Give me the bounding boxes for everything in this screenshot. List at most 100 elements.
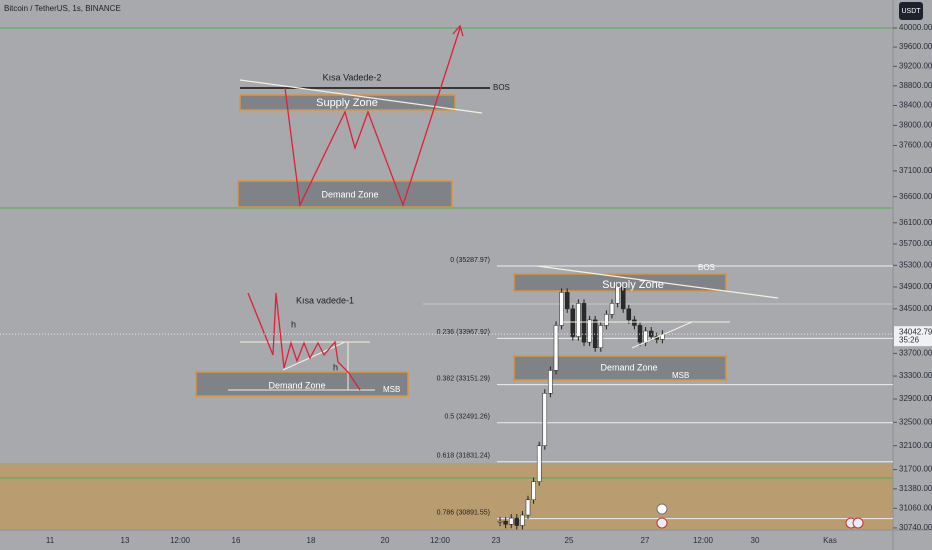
fib-label: 0.5 (32491.26) — [444, 414, 490, 421]
y-tick-label: 39200.00 — [899, 61, 932, 70]
y-tick-label: 33300.00 — [899, 371, 932, 380]
y-tick-label: 33700.00 — [899, 349, 932, 358]
candle — [542, 393, 548, 447]
annotation: Demand Zone — [268, 380, 325, 390]
trend-line — [239, 79, 483, 114]
y-tick-label: 32900.00 — [899, 394, 932, 403]
candle — [548, 370, 553, 394]
countdown: 35:26 — [899, 335, 920, 344]
x-tick-label: 11 — [46, 536, 55, 545]
demand-zone — [195, 371, 409, 397]
x-tick-label: 20 — [381, 536, 390, 545]
x-tick-label: 12:00 — [693, 536, 714, 545]
y-tick-label: 36100.00 — [899, 218, 932, 227]
candle — [587, 319, 592, 343]
annotation: Demand Zone — [600, 362, 657, 372]
candle — [559, 292, 564, 326]
fib-label: 0.382 (33151.29) — [437, 375, 490, 382]
y-tick-label: 36600.00 — [899, 192, 932, 201]
price-label-box — [894, 326, 932, 347]
arrow-head — [452, 24, 464, 37]
fib-label: 0.786 (30891.55) — [437, 509, 490, 516]
x-tick-label: 25 — [565, 536, 574, 545]
candle — [576, 303, 581, 337]
y-tick-label: 35300.00 — [899, 260, 932, 269]
y-tick-label: 35700.00 — [899, 239, 932, 248]
x-tick-label: 18 — [307, 536, 316, 545]
candle — [626, 308, 632, 321]
y-tick-label: 40000.00 — [899, 23, 932, 32]
candle — [536, 445, 542, 482]
candle — [598, 325, 604, 349]
candle — [525, 499, 531, 516]
x-tick-label: 27 — [641, 536, 650, 545]
x-tick-label: 23 — [492, 536, 501, 545]
x-tick-label: 12:00 — [170, 536, 191, 545]
event-icon[interactable] — [656, 517, 668, 529]
annotation: Supply Zone — [316, 97, 378, 109]
price-band — [0, 463, 893, 530]
y-tick-label: 32100.00 — [899, 441, 932, 450]
x-tick-label: 30 — [751, 536, 760, 545]
annotation: BOS — [493, 83, 510, 92]
y-tick-label: 38000.00 — [899, 120, 932, 129]
candle — [497, 520, 503, 523]
zigzag — [284, 27, 461, 208]
symbol-title: Bitcoin / TetherUS, 1s, BINANCE — [4, 4, 121, 13]
annotation: MSB — [383, 385, 400, 394]
candle — [615, 286, 620, 304]
x-tick-label: 16 — [232, 536, 241, 545]
y-tick-label: 31380.00 — [899, 484, 932, 493]
x-tick-label: 13 — [121, 536, 130, 545]
trend-line — [536, 265, 779, 299]
event-icon[interactable] — [852, 517, 864, 529]
annotation: h — [291, 319, 296, 329]
candle — [531, 481, 536, 501]
y-tick-label: 32500.00 — [899, 417, 932, 426]
y-tick-label: 31060.00 — [899, 503, 932, 512]
y-tick-label: 34500.00 — [899, 304, 932, 313]
x-tick-label: Kas — [823, 536, 837, 545]
y-tick-label: 37100.00 — [899, 166, 932, 175]
candle — [643, 330, 648, 343]
trend-line — [631, 321, 693, 349]
fib-label: 0.236 (33967.92) — [437, 329, 490, 336]
annotation: MSB — [672, 371, 689, 380]
candle — [620, 286, 626, 310]
candle — [592, 319, 598, 349]
y-tick-label: 38800.00 — [899, 81, 932, 90]
currency-badge[interactable] — [899, 2, 923, 20]
y-tick-label: 31700.00 — [899, 465, 932, 474]
annotation: Demand Zone — [321, 189, 378, 199]
candle — [570, 308, 576, 337]
fib-label: 0.618 (31831.24) — [437, 453, 490, 460]
y-tick-label: 34900.00 — [899, 282, 932, 291]
demand-zone — [513, 355, 727, 381]
candle — [564, 292, 570, 310]
x-tick-label: 12:00 — [430, 536, 451, 545]
y-tick-label: 39600.00 — [899, 42, 932, 51]
annotation: Kısa vadede-1 — [296, 295, 354, 305]
candle — [632, 319, 637, 326]
candle — [553, 325, 559, 371]
candle — [503, 520, 508, 525]
zigzag — [247, 292, 361, 391]
candle — [514, 517, 520, 526]
current-price: 34042.79 — [899, 327, 932, 336]
y-tick-label: 30740.00 — [899, 523, 932, 532]
annotation: Supply Zone — [602, 279, 664, 291]
fib-label: 0 (35287.97) — [450, 257, 490, 264]
event-icon[interactable] — [656, 503, 668, 515]
annotation: Kısa Vadede-2 — [323, 72, 382, 82]
candle — [508, 517, 514, 525]
demand-zone — [237, 180, 453, 208]
y-tick-label: 38400.00 — [899, 101, 932, 110]
candle — [604, 314, 609, 326]
supply-zone — [513, 273, 727, 292]
annotation: h — [333, 362, 338, 372]
candle — [520, 514, 525, 526]
annotation: BOS — [698, 263, 715, 272]
trend-line — [282, 341, 346, 371]
currency[interactable]: USDT — [901, 8, 921, 15]
